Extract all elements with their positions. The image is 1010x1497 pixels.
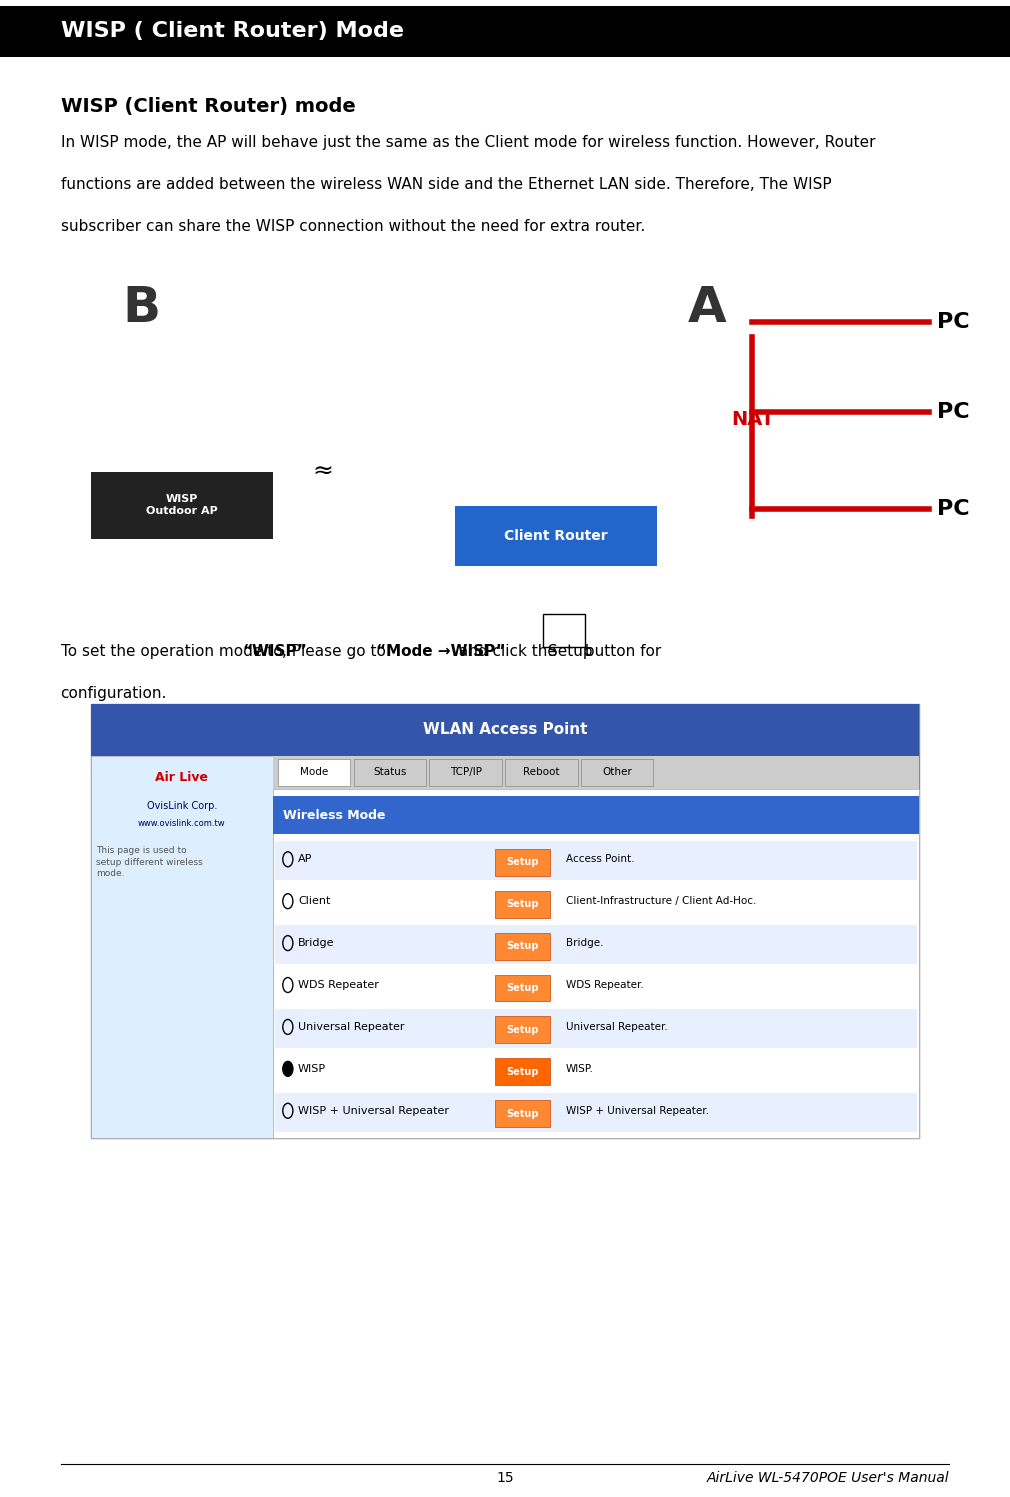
- Text: www.ovislink.com.tw: www.ovislink.com.tw: [138, 819, 225, 828]
- Text: A: A: [688, 284, 726, 332]
- Text: Universal Repeater.: Universal Repeater.: [566, 1022, 668, 1031]
- Bar: [275, 1009, 917, 1048]
- Bar: [273, 796, 919, 834]
- Bar: [0, 6, 1010, 57]
- Text: PC: PC: [937, 499, 970, 519]
- Text: WLAN Access Point: WLAN Access Point: [423, 722, 587, 738]
- Text: Air Live: Air Live: [156, 771, 208, 784]
- Text: WISP (Client Router) mode: WISP (Client Router) mode: [61, 97, 356, 117]
- Text: OvisLink Corp.: OvisLink Corp.: [146, 801, 217, 811]
- Bar: [429, 759, 502, 786]
- Bar: [495, 1058, 550, 1085]
- Bar: [495, 975, 550, 1001]
- Text: NAT: NAT: [731, 410, 774, 428]
- Text: , Please go to: , Please go to: [282, 644, 391, 659]
- Text: Setup: Setup: [506, 984, 539, 993]
- Bar: [91, 704, 919, 756]
- Text: Client Router: Client Router: [504, 528, 607, 543]
- Text: configuration.: configuration.: [61, 686, 167, 701]
- Bar: [275, 883, 917, 922]
- Bar: [495, 1100, 550, 1127]
- Text: AirLive WL-5470POE User's Manual: AirLive WL-5470POE User's Manual: [707, 1472, 949, 1485]
- Text: Universal Repeater: Universal Repeater: [298, 1022, 404, 1031]
- Bar: [454, 506, 656, 566]
- Text: Bridge: Bridge: [298, 939, 334, 948]
- Bar: [278, 759, 350, 786]
- Text: AP: AP: [298, 855, 312, 864]
- Text: WISP
Outdoor AP: WISP Outdoor AP: [145, 494, 218, 516]
- Text: Client-Infrastructure / Client Ad-Hoc.: Client-Infrastructure / Client Ad-Hoc.: [566, 897, 755, 906]
- Bar: [581, 759, 653, 786]
- Bar: [273, 789, 919, 1138]
- Bar: [275, 1051, 917, 1090]
- Bar: [505, 759, 578, 786]
- Bar: [354, 759, 426, 786]
- Bar: [91, 756, 273, 1138]
- Text: button for: button for: [580, 644, 661, 659]
- Bar: [91, 704, 919, 1138]
- Text: Other: Other: [602, 768, 632, 777]
- Text: This page is used to
setup different wireless
mode.: This page is used to setup different wir…: [96, 846, 203, 879]
- Bar: [275, 967, 917, 1006]
- Text: Reboot: Reboot: [523, 768, 560, 777]
- Text: WDS Repeater.: WDS Repeater.: [566, 981, 643, 990]
- Text: Status: Status: [373, 768, 407, 777]
- Text: To set the operation mode to: To set the operation mode to: [61, 644, 287, 659]
- Text: Setup: Setup: [506, 1109, 539, 1118]
- Text: Mode: Mode: [300, 768, 328, 777]
- Bar: [543, 614, 585, 647]
- Bar: [275, 841, 917, 880]
- Text: Setup: Setup: [548, 644, 593, 659]
- Text: WISP + Universal Repeater.: WISP + Universal Repeater.: [566, 1106, 709, 1115]
- Text: Setup: Setup: [506, 900, 539, 909]
- Text: Wireless Mode: Wireless Mode: [283, 808, 385, 822]
- Bar: [275, 1093, 917, 1132]
- Text: and click the: and click the: [454, 644, 563, 659]
- Text: 15: 15: [496, 1472, 514, 1485]
- Text: Client: Client: [298, 897, 330, 906]
- Bar: [495, 933, 550, 960]
- Bar: [495, 849, 550, 876]
- Circle shape: [283, 1061, 293, 1076]
- Text: Access Point.: Access Point.: [566, 855, 634, 864]
- Text: subscriber can share the WISP connection without the need for extra router.: subscriber can share the WISP connection…: [61, 219, 644, 234]
- Text: “Mode →WISP”: “Mode →WISP”: [376, 644, 505, 659]
- Text: ≈: ≈: [313, 460, 333, 484]
- Text: functions are added between the wireless WAN side and the Ethernet LAN side. The: functions are added between the wireless…: [61, 177, 831, 192]
- Text: PC: PC: [937, 311, 970, 332]
- Text: Bridge.: Bridge.: [566, 939, 603, 948]
- Text: Setup: Setup: [506, 1025, 539, 1034]
- Text: PC: PC: [937, 401, 970, 422]
- Text: B: B: [122, 284, 161, 332]
- Text: TCP/IP: TCP/IP: [449, 768, 482, 777]
- Bar: [495, 891, 550, 918]
- Text: WISP: WISP: [298, 1064, 326, 1073]
- Text: “WISP”: “WISP”: [242, 644, 307, 659]
- Text: WDS Repeater: WDS Repeater: [298, 981, 379, 990]
- Bar: [273, 756, 919, 789]
- Text: WISP + Universal Repeater: WISP + Universal Repeater: [298, 1106, 449, 1115]
- Bar: [275, 925, 917, 964]
- Text: Setup: Setup: [506, 858, 539, 867]
- Text: WISP.: WISP.: [566, 1064, 594, 1073]
- Text: In WISP mode, the AP will behave just the same as the Client mode for wireless f: In WISP mode, the AP will behave just th…: [61, 135, 875, 150]
- Text: Setup: Setup: [506, 1067, 539, 1076]
- Bar: [495, 1016, 550, 1043]
- Text: WISP ( Client Router) Mode: WISP ( Client Router) Mode: [61, 21, 404, 42]
- Bar: [91, 472, 273, 539]
- Text: Setup: Setup: [506, 942, 539, 951]
